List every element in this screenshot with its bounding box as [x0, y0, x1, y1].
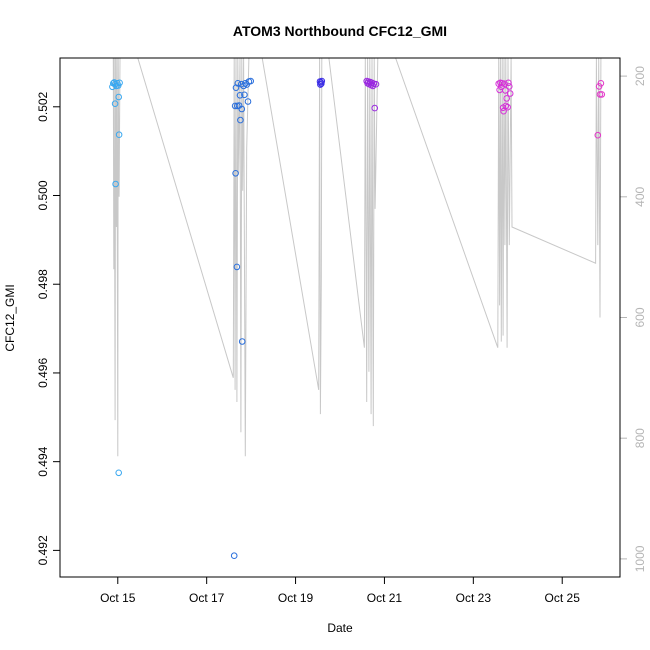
y-tick-label: 0.498	[36, 269, 50, 299]
data-point	[115, 131, 123, 138]
y2-tick-label: 800	[633, 428, 647, 448]
y-tick-label: 0.494	[36, 446, 50, 476]
x-axis: Oct 15 Oct 17 Oct 19 Oct 21 Oct 23 Oct 25	[100, 576, 581, 605]
data-point	[234, 80, 242, 87]
data-point	[242, 80, 249, 87]
data-point	[505, 79, 512, 87]
data-point	[318, 77, 326, 85]
data-point	[503, 95, 511, 102]
pressure-trace-layer	[112, 58, 602, 457]
x-tick-label: Oct 17	[189, 591, 225, 605]
data-point	[115, 93, 122, 101]
y-tick-label: 0.502	[36, 91, 50, 121]
y2-tick-label: 1000	[633, 545, 647, 572]
data-point	[241, 91, 248, 99]
data-point	[238, 338, 246, 345]
data-point	[112, 180, 119, 188]
data-point	[500, 107, 507, 115]
data-point	[236, 92, 244, 99]
data-point	[111, 100, 119, 107]
pressure-trace-line	[112, 58, 602, 457]
data-point	[502, 87, 509, 94]
y-tick-label: 0.496	[36, 358, 50, 388]
data-point	[115, 469, 122, 477]
data-point	[594, 131, 602, 139]
y-tick-label: 0.492	[36, 535, 50, 565]
y2-tick-label: 400	[633, 186, 647, 206]
data-point	[230, 552, 238, 560]
x-tick-label: Oct 15	[100, 591, 136, 605]
plot-frame	[59, 57, 621, 578]
data-point	[598, 91, 606, 98]
x-tick-label: Oct 25	[545, 591, 581, 605]
data-point	[501, 80, 508, 87]
data-point	[231, 102, 239, 110]
data-point	[504, 103, 511, 111]
points-layer	[109, 77, 606, 560]
data-point	[247, 77, 254, 85]
x-tick-label: Oct 23	[456, 591, 492, 605]
y2-tick-label: 200	[633, 66, 647, 86]
data-point	[233, 263, 241, 271]
data-point	[237, 116, 244, 124]
data-point	[244, 98, 252, 105]
data-point	[506, 90, 514, 97]
y-tick-label: 0.500	[36, 180, 50, 210]
chart-title: ATOM3 Northbound CFC12_GMI	[233, 23, 447, 39]
data-point	[116, 79, 123, 87]
data-point	[502, 102, 510, 110]
x-axis-label: Date	[327, 621, 353, 635]
data-point	[318, 80, 325, 87]
data-point	[232, 170, 239, 177]
x-tick-label: Oct 19	[278, 591, 314, 605]
data-point	[238, 105, 246, 113]
data-point	[596, 91, 604, 98]
y2-tick-label: 600	[633, 307, 647, 327]
data-point	[597, 80, 605, 87]
data-point	[371, 104, 379, 112]
y2-axis: 200 400 600 800 1000	[620, 66, 647, 572]
x-tick-label: Oct 21	[367, 591, 403, 605]
data-point	[372, 80, 380, 88]
y-axis-label: CFC12_GMI	[3, 284, 17, 351]
data-point	[232, 84, 240, 91]
data-point	[506, 83, 513, 90]
y-axis: 0.492 0.494 0.496 0.498 0.500 0.502	[36, 91, 60, 565]
